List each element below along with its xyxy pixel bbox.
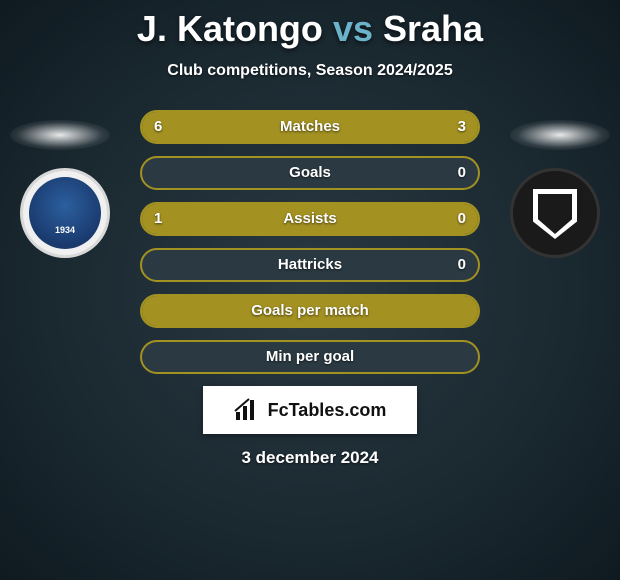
stat-row: Matches6 3 [140,110,480,144]
stat-label: Matches [142,112,478,142]
stat-label: Goals [142,158,478,188]
stat-label: Hattricks [142,250,478,280]
page-title: J. Katongo vs Sraha [0,0,620,50]
club-logo-left: 1934 [20,168,110,258]
stat-row: Min per goal [140,340,480,374]
stat-value-right: 0 [458,250,466,280]
stat-value-right: 0 [458,204,466,234]
club-left-inner [29,177,101,249]
stat-label: Min per goal [142,342,478,372]
stat-value-left: 6 [154,112,162,142]
stat-row: Assists1 0 [140,202,480,236]
player2-name: Sraha [383,8,483,49]
stats-area: 1934 Matches63Goals0Assists10Hattricks0G… [0,110,620,374]
stat-row: Goals per match [140,294,480,328]
stat-row: Goals0 [140,156,480,190]
date-text: 3 december 2024 [0,448,620,468]
stat-bars: Matches63Goals0Assists10Hattricks0Goals … [140,110,480,374]
player2-shadow [510,120,610,150]
stat-row: Hattricks0 [140,248,480,282]
vs-text: vs [333,8,373,49]
player1-shadow [10,120,110,150]
bar-chart-icon [234,398,262,422]
club-left-year: 1934 [23,225,107,235]
stat-value-right: 3 [458,112,466,142]
club-logo-right [510,168,600,258]
stat-label: Assists [142,204,478,234]
player1-name: J. Katongo [137,8,323,49]
stat-value-right: 0 [458,158,466,188]
stat-value-left: 1 [154,204,162,234]
stat-label: Goals per match [142,296,478,326]
brand-text: FcTables.com [268,400,387,421]
subtitle: Club competitions, Season 2024/2025 [0,62,620,80]
brand-box: FcTables.com [203,386,417,434]
